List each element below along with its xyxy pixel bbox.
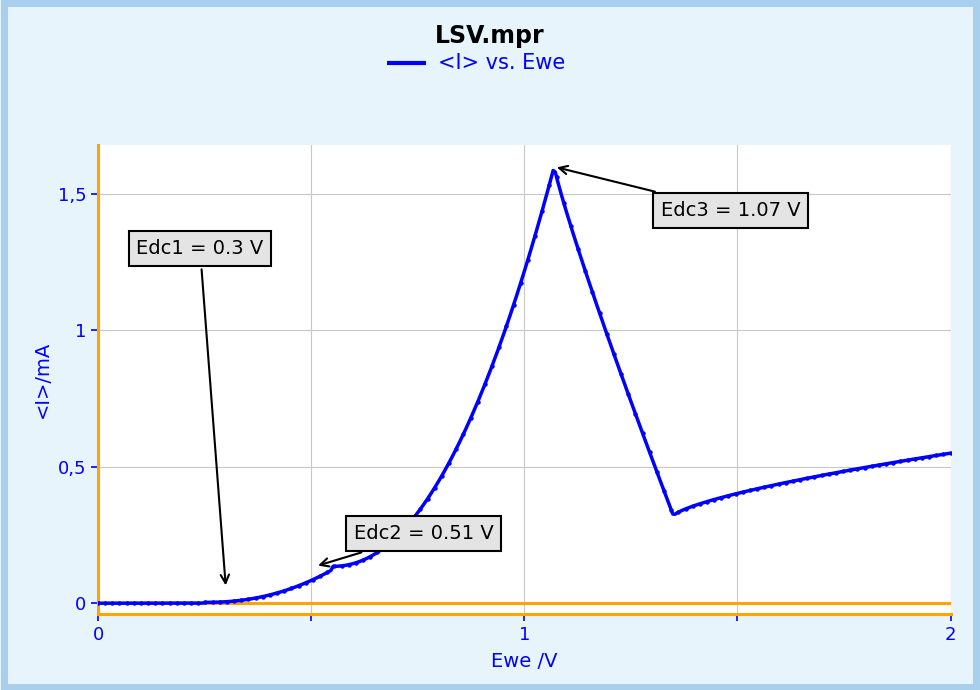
- Text: Edc1 = 0.3 V: Edc1 = 0.3 V: [136, 239, 264, 583]
- Text: Edc3 = 1.07 V: Edc3 = 1.07 V: [560, 166, 801, 220]
- Y-axis label: <I>/mA: <I>/mA: [33, 341, 52, 418]
- Text: LSV.mpr: LSV.mpr: [435, 24, 545, 48]
- Text: <I> vs. Ewe: <I> vs. Ewe: [438, 54, 565, 73]
- Text: Edc2 = 0.51 V: Edc2 = 0.51 V: [320, 524, 494, 566]
- X-axis label: Ewe /V: Ewe /V: [491, 652, 558, 671]
